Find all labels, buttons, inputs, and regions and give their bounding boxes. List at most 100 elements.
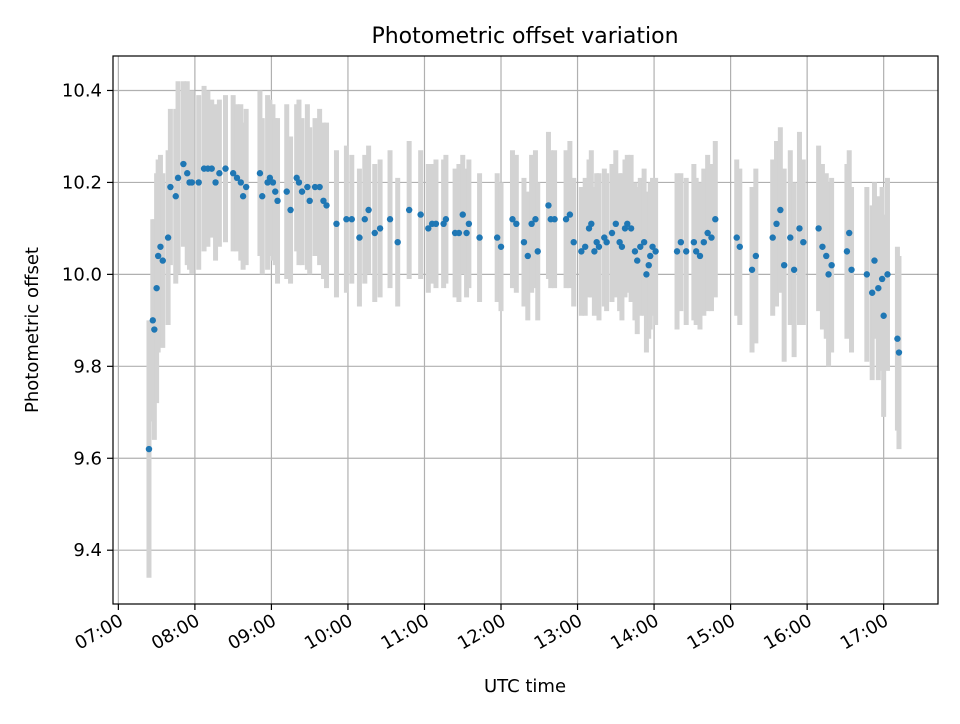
data-point [545, 202, 552, 209]
data-point [790, 266, 798, 273]
data-point [562, 216, 570, 223]
data-point [459, 211, 466, 218]
data-point [316, 183, 323, 191]
data-point [796, 225, 803, 232]
data-point [233, 174, 241, 182]
data-point [581, 243, 589, 250]
data-point [311, 183, 319, 191]
data-point [863, 271, 871, 278]
data-point [172, 193, 179, 200]
data-point [528, 220, 535, 228]
data-point [497, 243, 505, 250]
data-point [348, 216, 355, 223]
data-point [700, 238, 708, 246]
data-point [157, 243, 164, 250]
data-point [618, 243, 626, 250]
data-point [815, 225, 822, 232]
data-point [532, 216, 539, 223]
data-point [188, 179, 196, 186]
data-point [386, 216, 394, 223]
data-point [145, 445, 153, 453]
data-point [566, 211, 574, 218]
data-point [603, 238, 610, 246]
data-point [242, 183, 250, 191]
data-point [627, 225, 635, 232]
data-point [673, 248, 681, 255]
data-point [180, 160, 187, 168]
data-point [690, 238, 698, 246]
data-point [287, 206, 294, 214]
data-point [534, 248, 541, 255]
data-point [692, 248, 700, 255]
data-point [417, 211, 424, 218]
data-point [828, 261, 835, 269]
data-point [455, 229, 463, 237]
data-point [361, 216, 368, 223]
data-point [356, 234, 363, 241]
data-point [825, 271, 832, 278]
data-point [222, 165, 229, 172]
data-point [773, 220, 780, 228]
data-point [647, 252, 654, 260]
data-point [320, 197, 327, 205]
data-point [283, 188, 290, 195]
data-point [875, 284, 882, 292]
data-point [800, 238, 807, 246]
data-point [405, 206, 413, 214]
data-point [884, 271, 891, 278]
data-point [212, 179, 219, 186]
data-point [595, 243, 603, 250]
data-point [848, 266, 855, 273]
data-point [868, 289, 876, 296]
y-tick-label: 10.2 [62, 172, 102, 193]
data-point [151, 326, 158, 333]
data-point [195, 179, 202, 186]
data-point [588, 220, 595, 228]
data-point [677, 238, 685, 246]
data-point [343, 216, 350, 223]
data-point [696, 252, 704, 260]
data-point [570, 238, 577, 246]
data-point [371, 229, 378, 237]
y-tick-label: 9.8 [73, 356, 102, 377]
data-point [640, 238, 648, 246]
y-tick-label: 9.6 [73, 448, 102, 469]
data-point [846, 229, 853, 237]
data-point [551, 216, 558, 223]
data-point [266, 174, 274, 182]
data-point [769, 234, 776, 241]
data-point [159, 257, 166, 264]
data-point [229, 170, 237, 177]
data-point [787, 234, 794, 241]
data-point [304, 183, 311, 191]
data-point [643, 271, 650, 278]
data-point [520, 238, 528, 246]
data-point [780, 261, 788, 269]
grid [113, 56, 938, 604]
y-tick-label: 9.4 [73, 540, 102, 561]
data-point [167, 183, 174, 191]
data-point [465, 220, 473, 228]
data-point [274, 197, 281, 205]
data-point [578, 248, 585, 255]
y-axis-label: Photometric offset [22, 247, 43, 413]
data-point [878, 275, 886, 283]
data-point [476, 234, 483, 241]
data-point [843, 248, 851, 255]
data-point [748, 266, 756, 273]
data-point [524, 252, 531, 260]
data-point [174, 174, 182, 182]
data-point [208, 165, 215, 172]
data-point [591, 248, 598, 255]
data-point [708, 234, 715, 241]
data-point [272, 188, 279, 195]
data-point [649, 243, 656, 250]
data-point [712, 216, 719, 223]
data-point [153, 284, 160, 292]
data-point [365, 206, 372, 214]
y-tick-label: 10.0 [62, 264, 102, 285]
data-point [871, 257, 878, 264]
data-point [637, 243, 644, 250]
data-points [145, 160, 903, 453]
data-point [239, 193, 247, 200]
